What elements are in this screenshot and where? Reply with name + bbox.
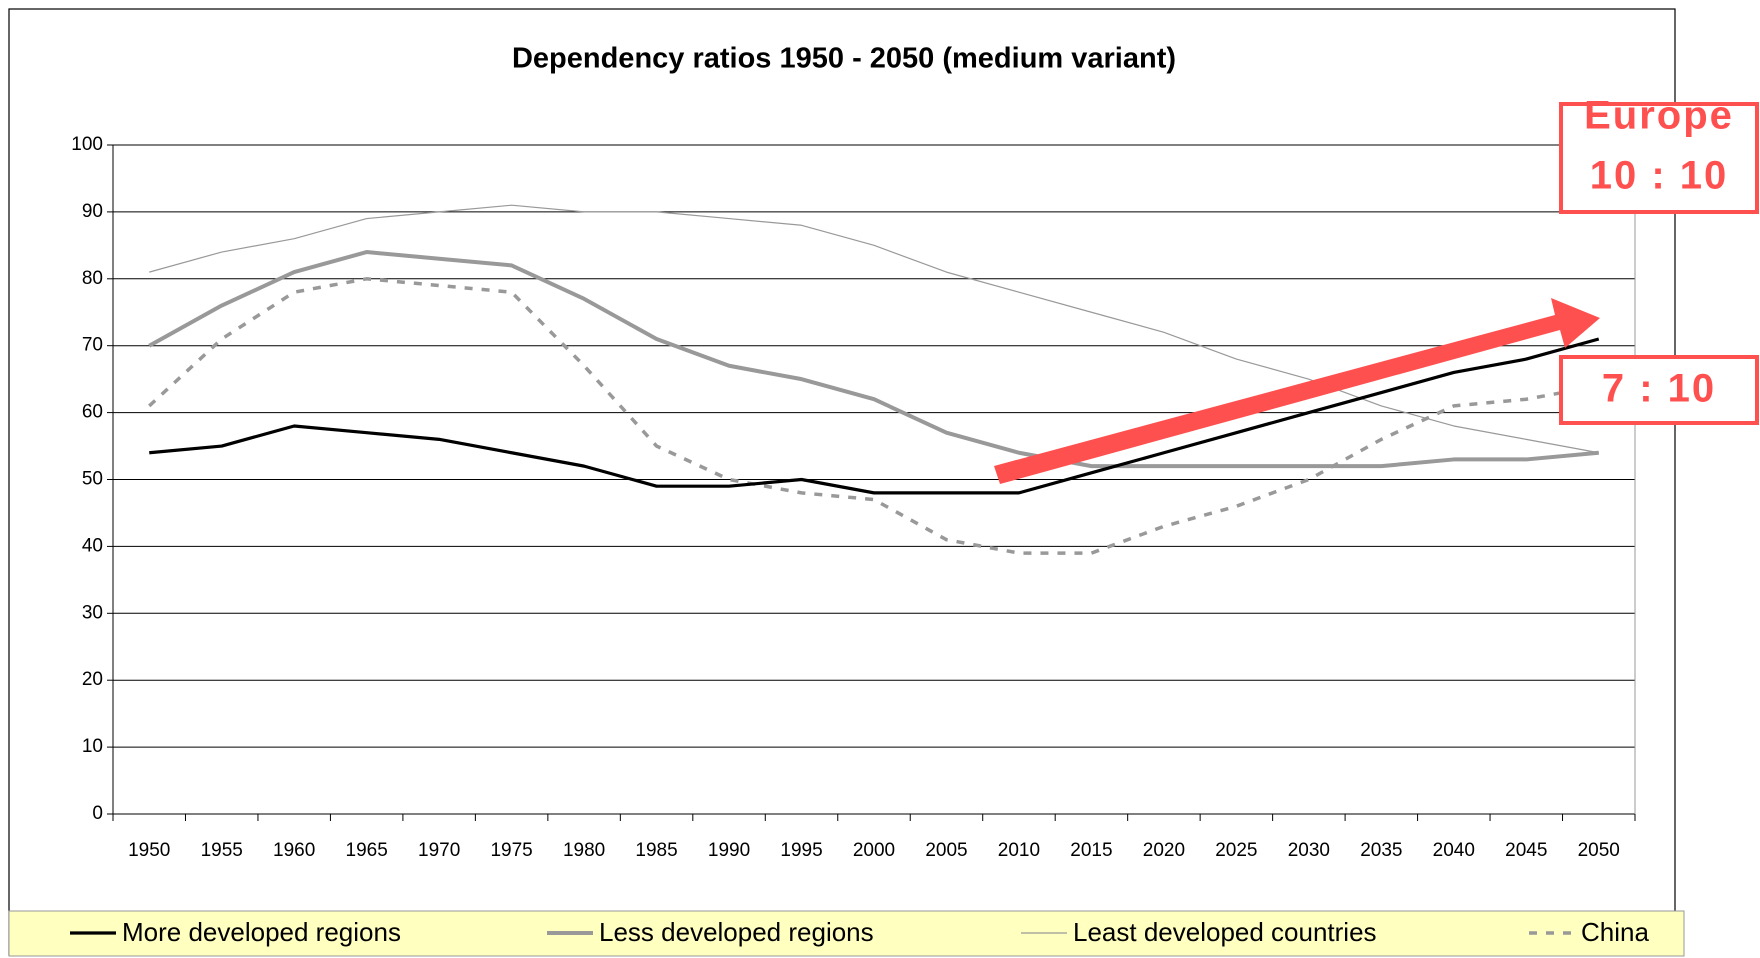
series-line	[149, 337, 1600, 495]
x-tick-label: 2040	[1433, 840, 1475, 861]
x-tick-label: 2005	[925, 840, 967, 861]
y-tick-label: 80	[82, 268, 103, 289]
x-tick-label: 2050	[1578, 840, 1620, 861]
x-tick-label: 1950	[128, 840, 170, 861]
y-tick-label: 100	[71, 134, 103, 155]
chart-border	[8, 8, 1676, 956]
x-tick-label: 2020	[1143, 840, 1185, 861]
y-tick-label: 90	[82, 201, 103, 222]
chart-title: Dependency ratios 1950 - 2050 (medium va…	[512, 43, 1176, 75]
annotation: Europe	[1584, 94, 1734, 138]
series-line	[149, 204, 1599, 454]
legend-label: More developed regions	[122, 917, 401, 947]
series-line	[148, 250, 1599, 469]
y-tick-label: 70	[82, 335, 103, 356]
x-tick-label: 1970	[418, 840, 460, 861]
annotation-box	[1559, 102, 1759, 214]
x-tick-label: 2000	[853, 840, 895, 861]
x-tick-label: 2035	[1360, 840, 1402, 861]
y-tick-label: 0	[92, 803, 103, 824]
y-tick-label: 60	[82, 402, 103, 423]
x-tick-label: 1955	[201, 840, 243, 861]
legend-label: Less developed regions	[599, 917, 874, 947]
trend-arrow	[994, 298, 1600, 484]
x-tick-label: 1975	[490, 840, 532, 861]
legend-background	[8, 910, 1685, 957]
x-tick-label: 2015	[1070, 840, 1112, 861]
x-tick-label: 1960	[273, 840, 315, 861]
x-tick-label: 2030	[1288, 840, 1330, 861]
annotation: 7 : 10	[1602, 367, 1716, 411]
y-tick-label: 50	[82, 469, 103, 490]
x-tick-label: 1980	[563, 840, 605, 861]
legend-label: China	[1581, 917, 1649, 947]
x-tick-label: 1965	[346, 840, 388, 861]
y-tick-label: 10	[82, 736, 103, 757]
x-tick-label: 2010	[998, 840, 1040, 861]
legend: More developed regions Less developed reg…	[70, 917, 1649, 947]
legend-label: Least developed countries	[1073, 917, 1377, 947]
x-tick-label: 1985	[635, 840, 677, 861]
y-tick-label: 20	[82, 669, 103, 690]
annotation: 10 : 10	[1590, 154, 1729, 198]
x-tick-label: 1995	[780, 840, 822, 861]
x-tick-label: 2045	[1505, 840, 1547, 861]
x-tick-label: 2025	[1215, 840, 1257, 861]
y-tick-label: 30	[82, 602, 103, 623]
y-tick-label: 40	[82, 535, 103, 556]
x-tick-label: 1990	[708, 840, 750, 861]
annotation-box	[1559, 355, 1759, 425]
